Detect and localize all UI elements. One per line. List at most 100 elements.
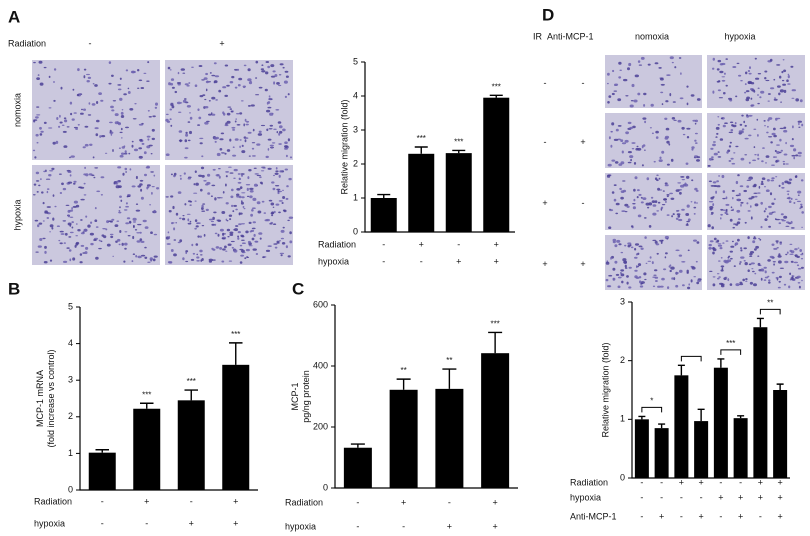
- cell: [259, 237, 262, 240]
- cell: [89, 143, 93, 146]
- cell: [724, 211, 728, 214]
- cell: [43, 261, 48, 264]
- cell: [203, 77, 208, 80]
- cell: [757, 192, 761, 194]
- cell: [629, 126, 634, 129]
- cell: [117, 166, 122, 169]
- cell: [36, 77, 40, 80]
- cell: [268, 199, 273, 202]
- cell: [95, 226, 99, 228]
- cell: [51, 167, 55, 170]
- cell: [132, 118, 137, 120]
- cell: [612, 240, 616, 244]
- cell: [681, 179, 685, 181]
- cell: [100, 99, 104, 102]
- cell: [708, 157, 713, 161]
- condition-value: -: [680, 511, 683, 521]
- cell: [750, 262, 755, 265]
- cell: [137, 223, 142, 226]
- cell: [732, 66, 737, 68]
- cell: [259, 176, 262, 179]
- cell: [629, 104, 634, 108]
- cell: [669, 192, 673, 195]
- cell: [641, 164, 644, 167]
- cell: [247, 176, 250, 180]
- cell: [725, 84, 728, 87]
- row-label: -: [582, 198, 585, 208]
- cell: [686, 102, 689, 106]
- cell: [121, 242, 124, 246]
- cell: [715, 136, 718, 138]
- cell: [282, 209, 286, 212]
- cell: [205, 88, 208, 92]
- cell: [696, 156, 701, 159]
- cell: [783, 126, 787, 129]
- cell: [636, 265, 638, 269]
- cell: [267, 106, 272, 109]
- cell: [766, 131, 769, 134]
- cell: [251, 207, 256, 209]
- cell: [777, 286, 781, 289]
- cell: [132, 217, 137, 221]
- cell: [660, 206, 664, 209]
- cell: [244, 137, 249, 139]
- cell: [797, 247, 800, 249]
- cell: [201, 210, 206, 212]
- cell: [178, 217, 182, 220]
- cell: [227, 243, 232, 246]
- cell: [748, 134, 752, 137]
- cell: [252, 197, 257, 201]
- cell: [763, 266, 767, 269]
- cell: [274, 246, 278, 249]
- y-axis-label: Relative migration (fold): [339, 99, 349, 194]
- cell: [787, 73, 790, 76]
- condition-value: +: [777, 492, 782, 502]
- cell: [765, 155, 770, 158]
- cell: [644, 278, 647, 281]
- cell: [273, 174, 275, 177]
- cell: [219, 138, 224, 141]
- cell: [188, 82, 191, 84]
- cell: [168, 236, 171, 239]
- cell: [673, 277, 676, 281]
- cell: [738, 130, 743, 133]
- cell: [749, 281, 754, 285]
- cell: [234, 86, 238, 89]
- y-tick-label: 5: [353, 56, 358, 66]
- cell: [84, 251, 88, 255]
- condition-value: -: [190, 496, 193, 506]
- cell: [712, 247, 715, 251]
- cell: [132, 235, 135, 240]
- y-tick-label: 0: [620, 472, 625, 482]
- cell: [55, 140, 59, 144]
- cell: [200, 188, 203, 192]
- cell: [658, 67, 662, 69]
- cell: [691, 146, 695, 149]
- cell: [729, 283, 733, 286]
- cell: [659, 156, 662, 160]
- cell: [39, 126, 42, 130]
- cell: [48, 107, 52, 109]
- cell: [737, 238, 740, 242]
- cell: [73, 182, 76, 185]
- cell: [124, 231, 128, 233]
- cell: [712, 67, 715, 70]
- cell: [688, 283, 690, 286]
- cell: [109, 233, 114, 236]
- cell: [63, 117, 67, 120]
- cell: [182, 257, 185, 261]
- cell: [790, 277, 794, 280]
- cell: [748, 263, 752, 266]
- cell: [184, 203, 187, 206]
- error-bar: [489, 94, 503, 98]
- cell: [195, 243, 199, 246]
- cell: [125, 69, 129, 72]
- cell: [640, 247, 644, 250]
- cell: [632, 206, 637, 210]
- cell: [663, 268, 667, 271]
- cell: [199, 235, 202, 238]
- cell: [621, 280, 624, 284]
- cell: [221, 211, 226, 214]
- cell: [150, 153, 153, 155]
- cell: [202, 94, 206, 96]
